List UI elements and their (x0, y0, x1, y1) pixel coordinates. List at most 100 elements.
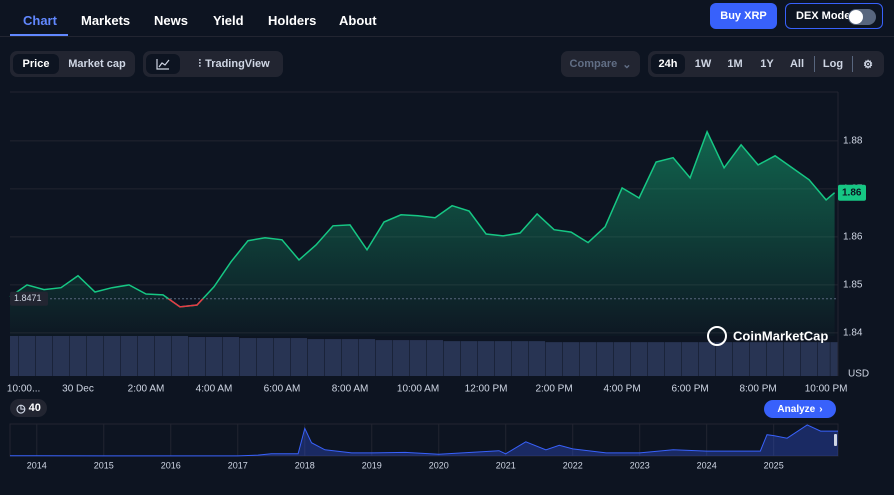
compare-dropdown[interactable]: Compare ⌄ (561, 51, 640, 77)
volume-bar (10, 336, 19, 376)
x-tick-label: 12:00 PM (465, 384, 508, 395)
x-tick-label: 4:00 PM (603, 384, 640, 395)
overview-year-label: 2019 (362, 460, 382, 470)
overview-year-label: 2016 (161, 460, 181, 470)
volume-bar (154, 336, 172, 376)
volume-bar (69, 336, 87, 376)
x-tick-label: 10:00... (7, 384, 40, 395)
volume-bar (392, 340, 410, 376)
x-tick-label: 6:00 AM (264, 384, 301, 395)
x-tick-label: 10:00 PM (805, 384, 848, 395)
volume-bar (426, 340, 444, 376)
volume-bar (715, 342, 733, 376)
nav-tab[interactable]: Chart (23, 13, 57, 28)
watermark-text: CoinMarketCap (733, 328, 828, 343)
overview-frame (9, 423, 839, 457)
volume-bar (188, 337, 206, 376)
volume-bar (103, 336, 121, 376)
range-button[interactable]: All (789, 58, 805, 70)
events-badge[interactable]: ◷ 40 (10, 399, 47, 417)
volume-bar (783, 342, 801, 376)
range-button[interactable]: 24h (651, 54, 685, 74)
x-tick-label: 8:00 PM (739, 384, 776, 395)
buy-button[interactable]: Buy XRP (710, 3, 777, 29)
volume-bar (86, 336, 104, 376)
overview-handle (834, 434, 837, 446)
volume-bar (137, 336, 155, 376)
volume-bar (443, 341, 461, 376)
volume-bar (222, 337, 240, 376)
x-tick-label: 2:00 AM (128, 384, 165, 395)
current-price-label: 1.86 (842, 187, 862, 198)
volume-bar (358, 339, 376, 376)
market-cap-tab[interactable]: Market cap (68, 58, 126, 70)
volume-bar (35, 336, 53, 376)
nav-tab[interactable]: Yield (213, 13, 244, 28)
tradingview-label: TradingView (205, 58, 270, 70)
volume-bar (341, 339, 359, 376)
separator (814, 56, 815, 72)
line-view-button[interactable] (146, 54, 180, 74)
volume-bar (664, 342, 682, 376)
x-tick-label: 6:00 PM (671, 384, 708, 395)
volume-bar (324, 339, 342, 376)
tradingview-button[interactable]: ⫶ TradingView (198, 57, 270, 71)
log-button[interactable]: Log (822, 58, 844, 70)
currency-label: USD (848, 369, 869, 380)
overview-line (10, 424, 838, 457)
dex-mode-toggle[interactable]: DEX Mode (785, 3, 883, 29)
y-tick-label: 1.88 (843, 136, 863, 147)
y-tick-label: 1.86 (843, 232, 863, 243)
volume-bar (494, 341, 512, 376)
overview-year-label: 2014 (27, 460, 47, 470)
overview-year-label: 2023 (630, 460, 650, 470)
volume-bar (375, 340, 393, 376)
volume-bar (630, 342, 648, 376)
range-button[interactable]: 1W (694, 58, 712, 70)
price-tab[interactable]: Price (13, 54, 59, 74)
toggle-knob (849, 10, 863, 24)
overview-year-label: 2017 (228, 460, 248, 470)
settings-button[interactable]: ⚙ (863, 58, 873, 71)
analyze-button[interactable]: Analyze › (764, 400, 836, 418)
volume-bar (307, 339, 325, 376)
overview-area (10, 424, 838, 456)
x-tick-label: 30 Dec (62, 384, 94, 395)
view-group: ⫶ TradingView (143, 51, 283, 77)
overview-year-label: 2020 (429, 460, 449, 470)
line-icon (156, 59, 170, 70)
x-tick-label: 4:00 AM (196, 384, 233, 395)
volume-bar (460, 341, 478, 376)
volume-bar (528, 341, 546, 376)
range-button[interactable]: 1Y (760, 58, 774, 70)
watermark: CoinMarketCap (707, 326, 828, 346)
volume-bar (579, 342, 597, 376)
nav-tab[interactable]: About (339, 13, 377, 28)
volume-bar (800, 342, 818, 376)
overview-year-label: 2018 (295, 460, 315, 470)
volume-bar (409, 340, 427, 376)
volume-bar (830, 342, 838, 376)
nav-tab[interactable]: Markets (81, 13, 131, 28)
range-button[interactable]: 1M (727, 58, 743, 70)
volume-bar (511, 341, 529, 376)
volume-bar (681, 342, 699, 376)
volume-bar (18, 336, 36, 376)
nav-divider (0, 36, 894, 37)
volume-bar (613, 342, 631, 376)
overview-year-label: 2021 (496, 460, 516, 470)
compare-button: Compare ⌄ (569, 58, 632, 71)
y-tick-label: 1.85 (843, 279, 863, 290)
volume-bar (120, 336, 138, 376)
nav-tab[interactable]: Holders (268, 13, 317, 28)
volume-bar (732, 342, 750, 376)
volume-bar (52, 336, 70, 376)
volume-bar (477, 341, 495, 376)
dex-mode-label: DEX Mode (796, 10, 851, 22)
nav-tab[interactable]: News (154, 13, 188, 28)
current-price-badge (838, 184, 866, 201)
compare-label: Compare (569, 58, 618, 70)
price-line (9, 129, 836, 308)
overview-year-label: 2024 (697, 460, 717, 470)
